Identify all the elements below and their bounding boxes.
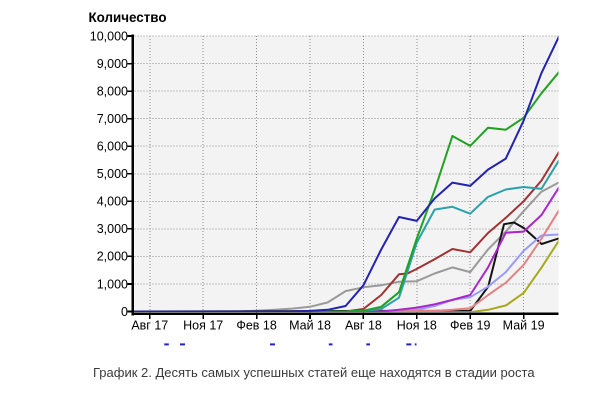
svg-text:6,000: 6,000 [97, 140, 128, 154]
svg-text:9,000: 9,000 [97, 57, 128, 71]
svg-text:4,000: 4,000 [97, 195, 128, 209]
svg-text:3,000: 3,000 [97, 222, 128, 236]
svg-text:Авг 18: Авг 18 [345, 319, 382, 333]
svg-text:Ноя 17: Ноя 17 [183, 319, 223, 333]
svg-text:Фев 19: Фев 19 [450, 319, 491, 333]
svg-text:5,000: 5,000 [97, 167, 128, 181]
svg-text:7,000: 7,000 [97, 112, 128, 126]
svg-text:1,000: 1,000 [97, 277, 128, 291]
svg-text:Май 18: Май 18 [289, 319, 331, 333]
svg-text:0: 0 [121, 305, 128, 319]
svg-text:8,000: 8,000 [97, 84, 128, 98]
svg-text:Ноя 18: Ноя 18 [397, 319, 437, 333]
svg-text:Фев 18: Фев 18 [236, 319, 277, 333]
svg-text:Авг 17: Авг 17 [131, 319, 168, 333]
svg-text:Количество: Количество [89, 10, 167, 25]
svg-text:10,000: 10,000 [90, 29, 128, 43]
svg-text:2,000: 2,000 [97, 250, 128, 264]
svg-text:Май 19: Май 19 [503, 319, 545, 333]
svg-text:График 2. Десять самых успешны: График 2. Десять самых успешных статей е… [93, 365, 535, 380]
